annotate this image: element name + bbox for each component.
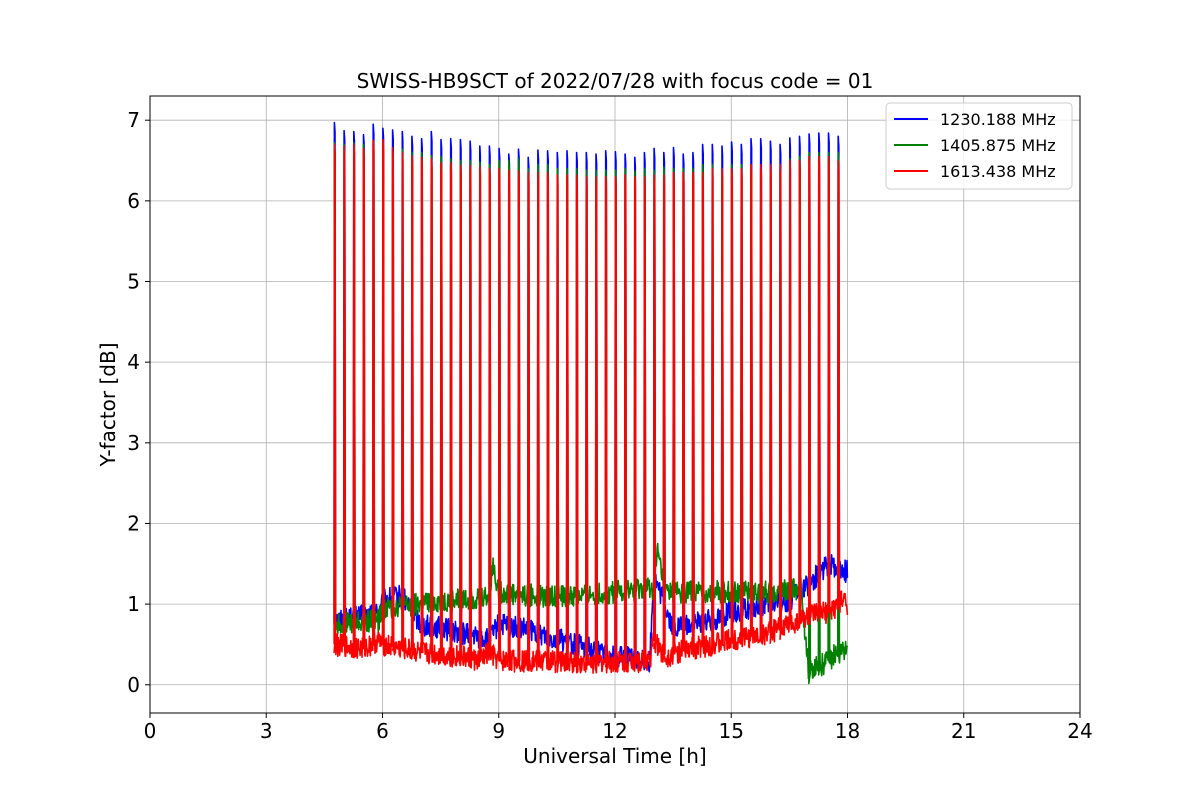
x-tick-label: 15	[719, 719, 744, 743]
x-tick-label: 9	[492, 719, 505, 743]
y-tick-label: 0	[127, 673, 140, 697]
y-tick-label: 2	[127, 511, 140, 535]
x-axis-label: Universal Time [h]	[523, 744, 706, 768]
legend-label-1: 1230.188 MHz	[940, 110, 1056, 129]
y-tick-label: 4	[127, 350, 140, 374]
legend: 1230.188 MHz 1405.875 MHz 1613.438 MHz	[885, 102, 1073, 190]
y-tick-label: 7	[127, 108, 140, 132]
legend-box	[885, 102, 1073, 190]
y-tick-label: 6	[127, 189, 140, 213]
x-tick-label: 21	[951, 719, 976, 743]
x-tick-label: 3	[260, 719, 273, 743]
legend-label-2: 1405.875 MHz	[940, 136, 1056, 155]
series-layer	[333, 121, 849, 685]
y-tick-label: 3	[127, 431, 140, 455]
y-tick-label: 5	[127, 270, 140, 294]
x-tick-label: 0	[144, 719, 157, 743]
x-tick-label: 18	[835, 719, 860, 743]
series-3-line	[333, 138, 849, 674]
series-3	[333, 138, 849, 674]
legend-label-3: 1613.438 MHz	[940, 162, 1056, 181]
y-axis-label: Y-factor [dB]	[96, 342, 120, 467]
x-tick-label: 12	[602, 719, 627, 743]
chart-title: SWISS-HB9SCT of 2022/07/28 with focus co…	[357, 69, 874, 93]
x-tick-label: 24	[1067, 719, 1092, 743]
x-tick-label: 6	[376, 719, 389, 743]
y-tick-label: 1	[127, 592, 140, 616]
